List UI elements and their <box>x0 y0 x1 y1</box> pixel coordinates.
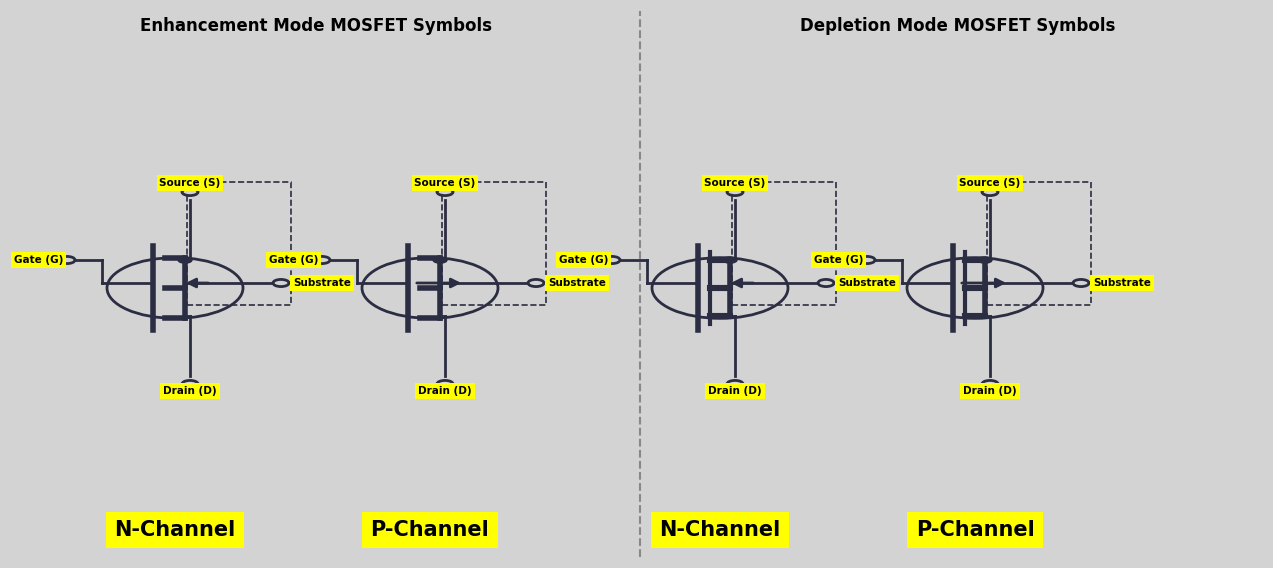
Circle shape <box>178 257 192 263</box>
Text: Substrate: Substrate <box>1094 278 1151 288</box>
Text: Drain (D): Drain (D) <box>163 386 216 396</box>
Circle shape <box>727 381 743 387</box>
Circle shape <box>603 256 620 264</box>
Text: Source (S): Source (S) <box>159 178 220 188</box>
Circle shape <box>182 189 199 195</box>
Circle shape <box>362 258 498 318</box>
Circle shape <box>314 256 330 264</box>
Text: Drain (D): Drain (D) <box>419 386 472 396</box>
Circle shape <box>978 257 992 263</box>
Text: Depletion Mode MOSFET Symbols: Depletion Mode MOSFET Symbols <box>799 17 1115 35</box>
Text: N-Channel: N-Channel <box>115 520 236 540</box>
Text: Substrate: Substrate <box>547 278 606 288</box>
Circle shape <box>272 279 289 287</box>
Text: Source (S): Source (S) <box>704 178 765 188</box>
Text: Source (S): Source (S) <box>415 178 476 188</box>
Text: P-Channel: P-Channel <box>915 520 1035 540</box>
Circle shape <box>819 279 834 287</box>
Text: Drain (D): Drain (D) <box>708 386 761 396</box>
Text: Gate (G): Gate (G) <box>269 255 318 265</box>
Circle shape <box>437 381 453 387</box>
Circle shape <box>652 258 788 318</box>
Circle shape <box>528 279 544 287</box>
Circle shape <box>723 257 737 263</box>
Circle shape <box>107 258 243 318</box>
Circle shape <box>981 381 998 387</box>
Text: Gate (G): Gate (G) <box>813 255 863 265</box>
Text: Substrate: Substrate <box>293 278 351 288</box>
Text: Gate (G): Gate (G) <box>14 255 62 265</box>
Circle shape <box>182 381 199 387</box>
Text: N-Channel: N-Channel <box>659 520 780 540</box>
Circle shape <box>1073 279 1088 287</box>
Circle shape <box>437 189 453 195</box>
Text: Gate (G): Gate (G) <box>559 255 608 265</box>
Circle shape <box>433 257 447 263</box>
Text: Enhancement Mode MOSFET Symbols: Enhancement Mode MOSFET Symbols <box>140 17 491 35</box>
Text: Source (S): Source (S) <box>960 178 1021 188</box>
Circle shape <box>59 256 75 264</box>
Text: P-Channel: P-Channel <box>370 520 489 540</box>
Circle shape <box>981 189 998 195</box>
Circle shape <box>859 256 875 264</box>
Circle shape <box>906 258 1043 318</box>
Circle shape <box>727 189 743 195</box>
Text: Substrate: Substrate <box>838 278 896 288</box>
Text: Drain (D): Drain (D) <box>964 386 1017 396</box>
